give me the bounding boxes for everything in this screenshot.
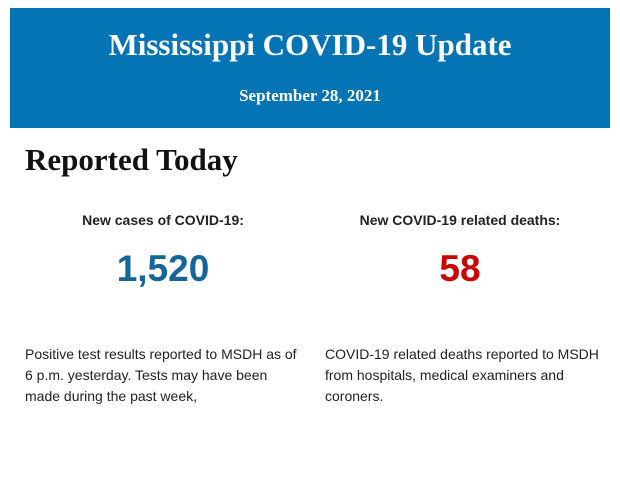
new-deaths-value: 58 xyxy=(439,248,481,289)
header-banner: Mississippi COVID-19 Update September 28… xyxy=(10,8,610,128)
new-deaths-label: New COVID-19 related deaths: xyxy=(359,212,561,228)
page-title: Mississippi COVID-19 Update xyxy=(108,27,512,62)
report-date: September 28, 2021 xyxy=(239,86,381,105)
new-cases-label: New cases of COVID-19: xyxy=(82,212,244,228)
new-cases-description: Positive test results reported to MSDH a… xyxy=(25,346,297,404)
section-title: Reported Today xyxy=(25,142,238,177)
new-cases-value: 1,520 xyxy=(116,248,210,289)
new-deaths-description: COVID-19 related deaths reported to MSDH… xyxy=(325,346,599,404)
